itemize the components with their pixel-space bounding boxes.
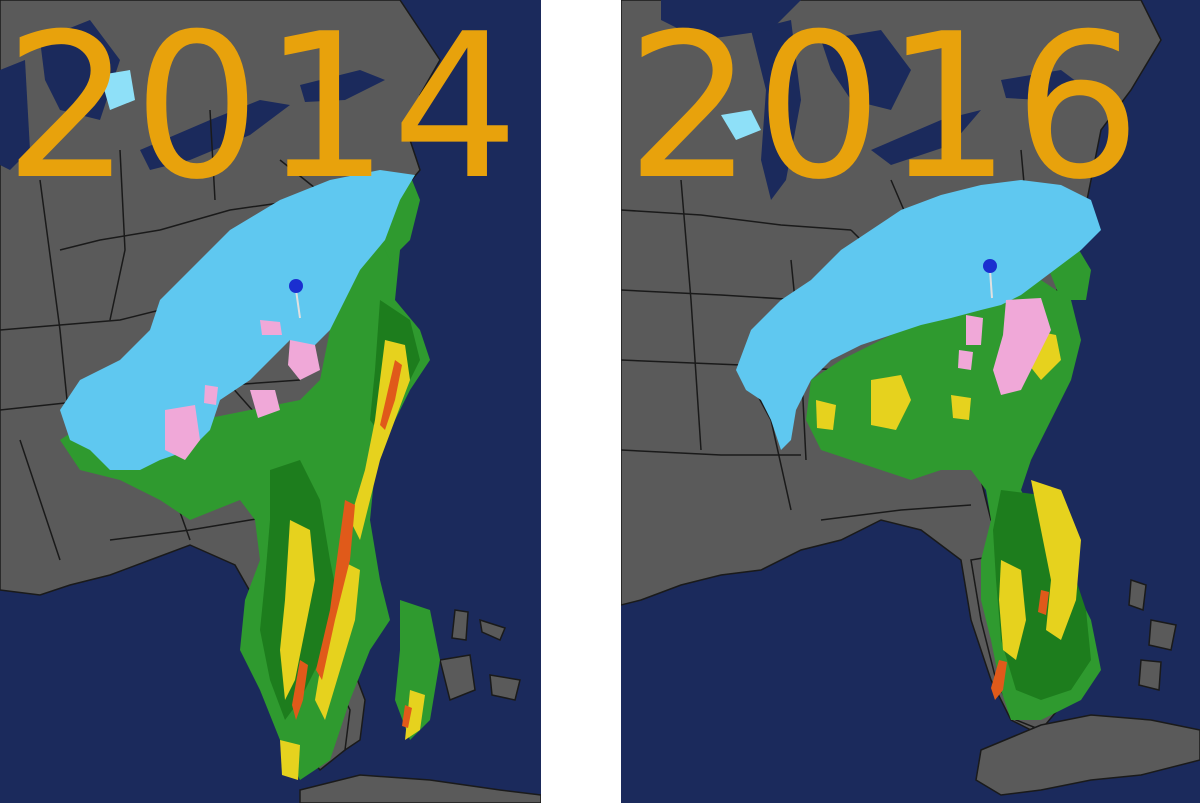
island-bahamas-2 [1148,619,1177,651]
precip-mix-patches [958,298,1051,395]
precip-snow-area [60,70,415,470]
radar-map-2016-canvas [621,0,1200,803]
radar-map-2014-canvas [0,0,541,803]
great-lake-erie [871,110,981,165]
island-bahamas-1 [1128,578,1147,612]
great-lake-huron [821,30,911,110]
island-bahamas-2 [451,609,469,641]
great-lake-huron [40,20,120,120]
great-lake-michigan [0,60,30,170]
year-label-2014: 2014 [4,0,521,224]
location-pin-icon [289,279,303,319]
location-pin-icon [983,259,997,299]
great-lake-ontario [1001,70,1081,100]
precip-heavy-bands [816,330,1081,700]
precip-heavy-bands [280,340,425,780]
great-lake-superior [661,0,801,40]
great-lake-erie [140,100,290,170]
radar-map-2014: 2014 [0,0,541,803]
land-cuba [299,774,541,803]
island-bahamas-4 [479,618,507,641]
land-cuba [975,714,1200,796]
precip-mix-patches [165,320,320,460]
island-bahamas-3 [489,674,521,701]
year-label-2016: 2016 [626,0,1143,224]
great-lake-ontario [300,70,385,102]
radar-map-2016: 2016 [621,0,1200,803]
island-bahamas-3 [1138,659,1162,691]
precip-snow-area [721,98,1101,450]
island-bahamas-1 [439,654,476,702]
